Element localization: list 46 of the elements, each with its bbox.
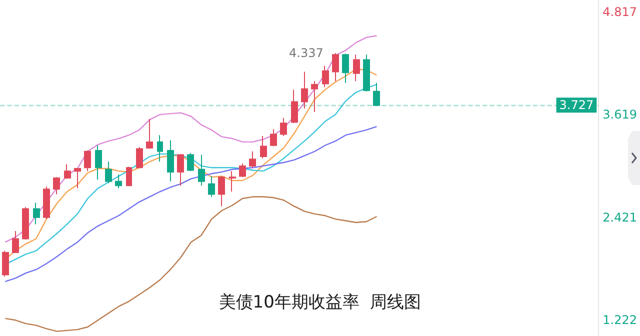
candlestick	[2, 250, 9, 277]
candlestick	[177, 153, 184, 186]
annotation: 4.337	[289, 46, 324, 60]
text: 美债10年期收益率 周线图	[218, 292, 422, 312]
candlestick	[115, 174, 122, 189]
candlestick	[301, 71, 308, 110]
y-tick-label: 3.619	[602, 108, 638, 122]
candlestick	[64, 164, 71, 180]
candlestick	[157, 134, 163, 162]
candlestick	[33, 202, 40, 225]
candlestick	[208, 176, 215, 198]
candlestick	[136, 146, 143, 168]
candlestick	[43, 186, 50, 220]
candlestick	[239, 162, 246, 178]
candlestick	[84, 150, 91, 172]
line-series	[4, 126, 378, 282]
y-tick-label: 1.222	[602, 312, 638, 327]
candlestick	[260, 135, 267, 159]
candlestick	[342, 53, 349, 84]
candlestick	[363, 54, 370, 92]
candlestick	[249, 150, 256, 168]
candlestick	[187, 152, 194, 172]
candlestick	[311, 80, 318, 112]
candlestick	[373, 82, 380, 106]
line-series	[4, 35, 378, 243]
candlestick	[126, 166, 132, 186]
candlestick	[105, 161, 112, 184]
candlestick	[198, 154, 205, 186]
y-tick-label: 2.421	[602, 210, 638, 224]
candlestick	[280, 117, 287, 136]
candlestick	[332, 52, 339, 82]
y-tick-label: 4.817	[602, 4, 638, 19]
candlestick	[95, 144, 102, 180]
candlestick	[146, 118, 153, 150]
candlestick	[218, 176, 225, 207]
candlestick	[22, 206, 29, 240]
ref-line-label: 3.727	[559, 98, 594, 112]
candlestick	[74, 168, 81, 189]
candlestick	[322, 65, 329, 88]
candlestick	[291, 89, 298, 124]
candlestick	[353, 54, 360, 82]
candlestick	[53, 176, 60, 195]
candlestick	[229, 170, 236, 192]
candlestick	[12, 230, 19, 253]
candlestick	[167, 140, 174, 182]
candlestick	[270, 128, 277, 147]
